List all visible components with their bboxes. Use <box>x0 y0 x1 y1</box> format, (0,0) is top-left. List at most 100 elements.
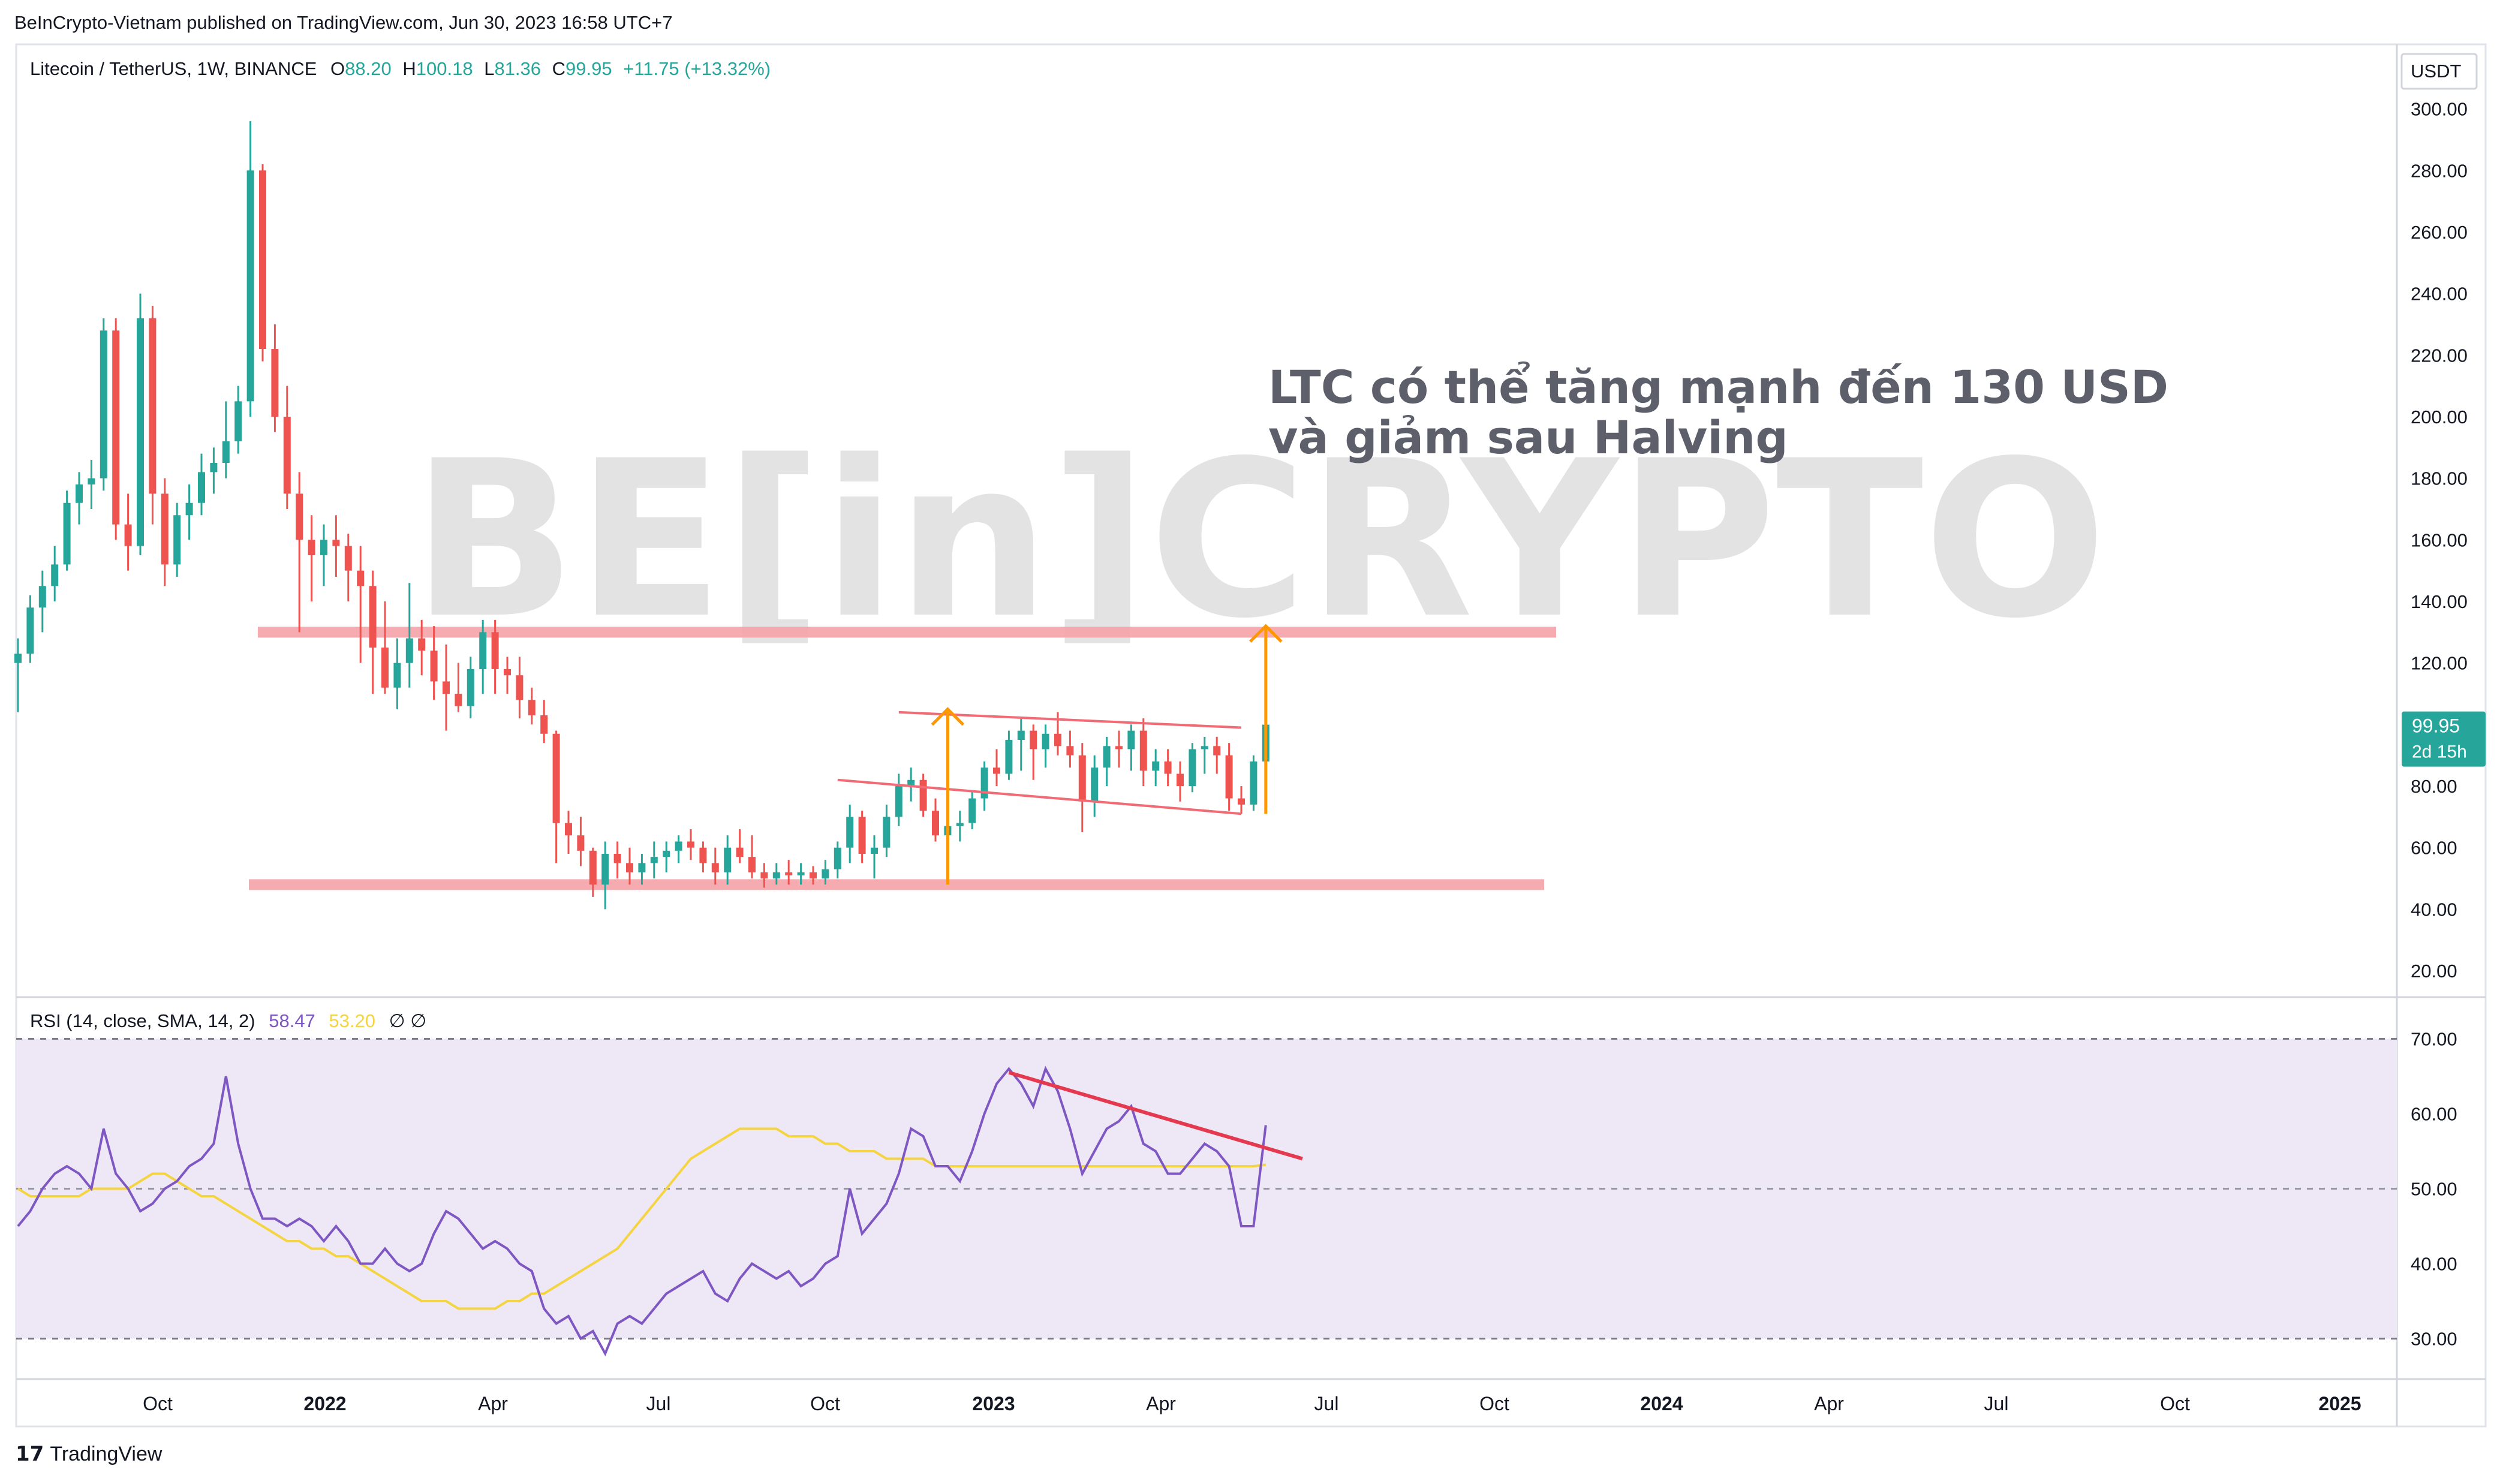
annotation-line1: LTC có thể tăng mạnh đến 130 USD <box>1268 360 2168 414</box>
candle-body <box>1066 746 1074 755</box>
candle-body <box>124 524 132 546</box>
time-tick-label: 2023 <box>972 1393 1015 1414</box>
last-price-tag: 99.95 2d 15h <box>2402 711 2486 767</box>
candle-body <box>1225 755 1233 799</box>
candle-body <box>601 853 609 885</box>
candle-body <box>112 330 120 525</box>
candle-body <box>381 648 389 688</box>
candle-body <box>283 416 291 494</box>
candle-body <box>858 817 866 854</box>
candle-body <box>1103 746 1111 768</box>
candle-body <box>650 857 658 863</box>
open-label: O <box>330 58 345 79</box>
price-tick-label: 220.00 <box>2411 345 2468 366</box>
price-tick-label: 20.00 <box>2411 961 2457 982</box>
candle-body <box>76 484 83 503</box>
symbol-legend[interactable]: Litecoin / TetherUS, 1W, BINANCE O88.20 … <box>30 58 771 80</box>
candle-body <box>1005 740 1013 774</box>
price-tick-label: 60.00 <box>2411 838 2457 859</box>
candle-body <box>455 694 462 706</box>
candle-body <box>956 823 964 826</box>
candle-body <box>369 586 377 648</box>
candle-body <box>626 863 633 872</box>
currency-box[interactable] <box>2400 53 2478 90</box>
candle-body <box>443 681 450 694</box>
last-price-value: 99.95 <box>2412 715 2460 737</box>
candle-body <box>772 872 780 879</box>
target-arrow-head <box>931 707 965 726</box>
candle-body <box>748 857 756 872</box>
publish-info: BeInCrypto-Vietnam published on TradingV… <box>14 12 673 33</box>
price-tick-label: 280.00 <box>2411 160 2468 181</box>
candle-body <box>504 669 511 676</box>
candle-body <box>871 847 878 854</box>
annotation-line2: và giảm sau Halving <box>1268 411 1788 464</box>
candle-body <box>14 654 22 663</box>
change-value: +11.75 (+13.32%) <box>623 58 771 79</box>
candle-body <box>565 823 572 836</box>
price-tick-label: 300.00 <box>2411 99 2468 120</box>
candle-body <box>1152 761 1160 771</box>
candle-body <box>516 675 524 700</box>
candle-body <box>210 462 218 472</box>
candle-body <box>1030 730 1037 749</box>
channel-lower-line <box>837 778 1242 815</box>
candle-body <box>589 850 597 885</box>
time-tick-label: Jul <box>1984 1393 2009 1414</box>
currency-label: USDT <box>2411 61 2461 82</box>
candle-body <box>834 847 841 869</box>
candle-body <box>1201 746 1208 749</box>
candle-body <box>919 779 927 811</box>
candle-body <box>797 872 805 875</box>
candle-body <box>810 872 817 879</box>
channel-upper-line <box>898 711 1242 729</box>
price-tick-label: 120.00 <box>2411 653 2468 674</box>
price-tick-label: 200.00 <box>2411 407 2468 428</box>
candle-body <box>173 515 181 565</box>
candle-body <box>137 318 144 546</box>
candle-body <box>711 863 719 872</box>
candle-body <box>1238 798 1245 805</box>
tradingview-logo[interactable]: 17 TradingView <box>16 1442 162 1466</box>
candle-body <box>1091 767 1099 802</box>
candle-body <box>296 493 303 540</box>
candle-body <box>907 779 915 787</box>
candle-body <box>724 847 732 872</box>
symbol-name: Litecoin / TetherUS, 1W, BINANCE <box>30 58 317 79</box>
candle-body <box>993 767 1000 774</box>
candle-body <box>430 651 438 682</box>
candle-body <box>246 170 254 402</box>
time-tick-label: Jul <box>646 1393 671 1414</box>
candle-body <box>1115 746 1123 749</box>
candle-body <box>1189 749 1196 787</box>
rsi-tick-label: 50.00 <box>2411 1179 2457 1200</box>
candle-body <box>63 502 71 565</box>
candle-body <box>687 841 694 848</box>
rsi-tick-label: 70.00 <box>2411 1029 2457 1050</box>
time-tick-label: 2024 <box>1640 1393 1683 1414</box>
rsi-sma-line <box>17 1127 1266 1310</box>
low-value: 81.36 <box>494 58 541 79</box>
candle-body <box>699 847 707 863</box>
candle-body <box>736 847 744 857</box>
candle-body <box>344 546 352 571</box>
candle-body <box>663 850 670 857</box>
rsi-sma-value: 53.20 <box>329 1010 375 1031</box>
rsi-trendline <box>1008 1070 1303 1161</box>
candle-body <box>822 869 829 879</box>
candle-body <box>185 502 193 516</box>
rsi-legend[interactable]: RSI (14, close, SMA, 14, 2) 58.47 53.20 … <box>30 1010 426 1032</box>
price-tick-label: 240.00 <box>2411 284 2468 305</box>
candle-body <box>161 493 169 565</box>
candle-body <box>980 767 988 799</box>
candle-body <box>1042 733 1049 749</box>
candle-body <box>552 733 560 823</box>
candle-body <box>418 638 426 651</box>
candle-body <box>1054 733 1061 746</box>
candle-body <box>1250 761 1257 805</box>
rsi-value: 58.47 <box>269 1010 315 1031</box>
candle-body <box>785 872 793 875</box>
candle-body <box>1078 755 1086 802</box>
rsi-extra: ∅ ∅ <box>389 1010 427 1031</box>
